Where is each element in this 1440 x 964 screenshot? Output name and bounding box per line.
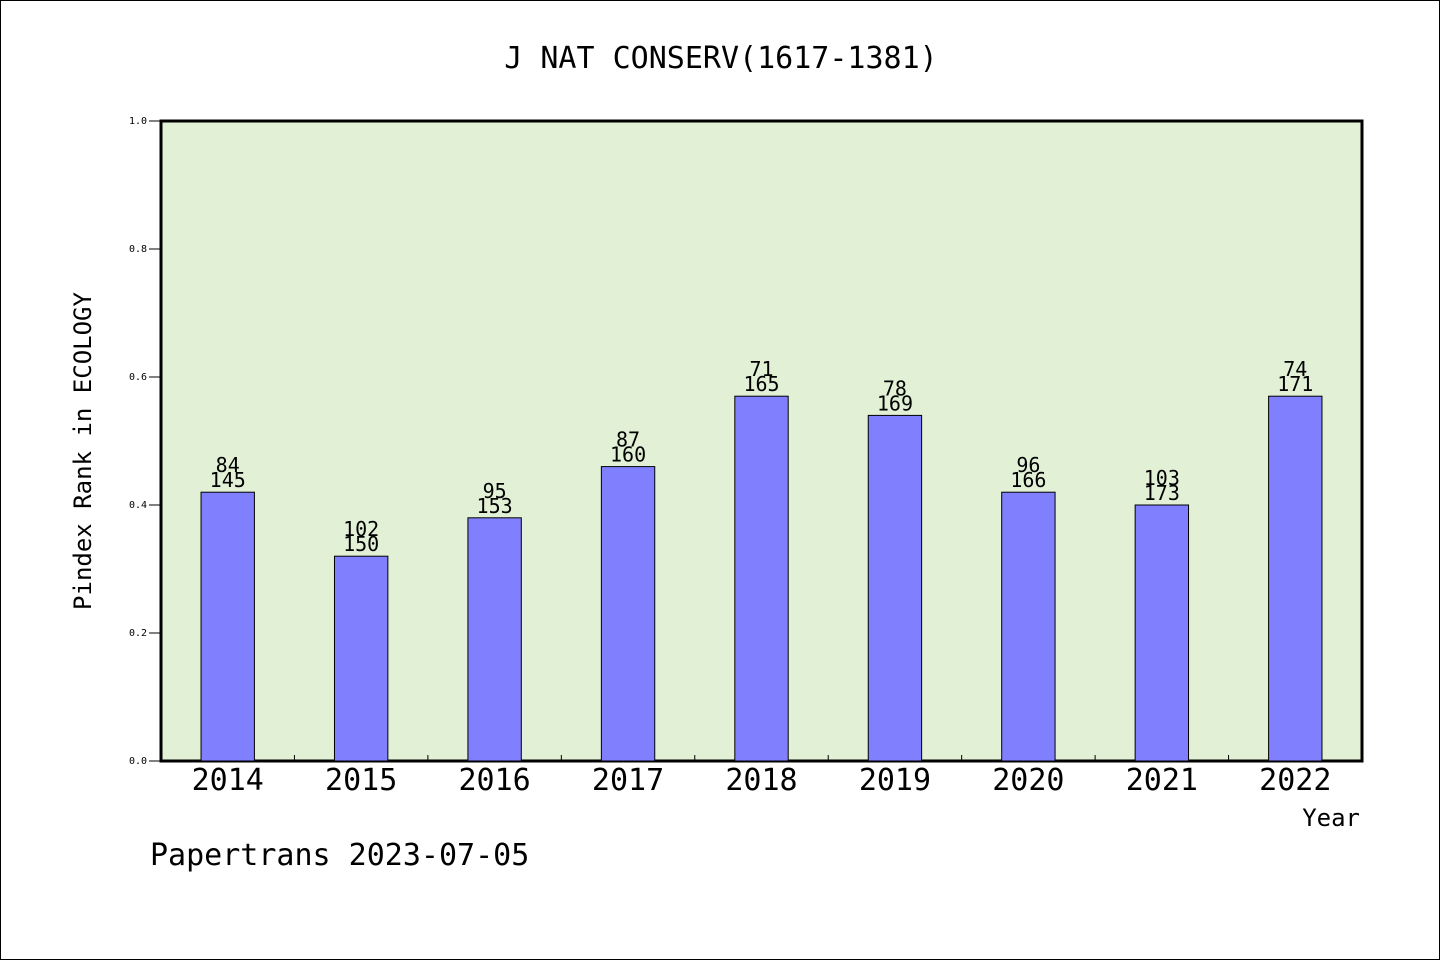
y-tick-label: 0.0	[129, 756, 147, 767]
x-tick-label: 2017	[592, 763, 664, 798]
bar	[333, 555, 389, 762]
chart-title: J NAT CONSERV(1617-1381)	[504, 41, 937, 76]
y-axis-label: Pindex Rank in ECOLOGY	[69, 292, 97, 610]
bar-label-bottom: 145	[210, 468, 246, 492]
bar	[734, 395, 789, 762]
bar	[867, 414, 923, 762]
bar	[1268, 395, 1323, 762]
bar-label-bottom: 153	[477, 494, 513, 518]
bar-label-top: 71	[749, 357, 773, 381]
y-axis: 0.0 0.2 0.4 0.6 0.8 1.0	[129, 116, 161, 767]
bar-label-top: 102	[343, 517, 379, 541]
bar-label-bottom: 166	[1010, 468, 1046, 492]
y-tick-label: 0.4	[129, 500, 147, 511]
bar-label-top: 78	[883, 376, 907, 400]
bar	[600, 466, 656, 762]
x-tick-label: 2022	[1259, 763, 1331, 798]
x-axis: 2014 2015 2016 2017 2018 2019 2020 2021 2022	[192, 755, 1331, 798]
bar-label-bottom: 169	[877, 391, 913, 415]
x-tick-label: 2019	[859, 763, 931, 798]
x-tick-label: 2020	[992, 763, 1064, 798]
y-tick-label: 1.0	[129, 116, 147, 127]
x-tick-label: 2016	[458, 763, 530, 798]
x-tick-label: 2018	[725, 763, 797, 798]
bar-label-top: 74	[1283, 357, 1307, 381]
bar	[1001, 491, 1056, 762]
x-tick-label: 2021	[1126, 763, 1198, 798]
bar	[200, 491, 255, 762]
x-tick-label: 2015	[325, 763, 397, 798]
bar-label-top: 96	[1016, 453, 1040, 477]
footer-text: Papertrans 2023-07-05	[150, 838, 529, 873]
bar-label-top: 87	[616, 428, 640, 452]
bar-label-top: 95	[483, 479, 507, 503]
bar-label-bottom: 171	[1277, 372, 1313, 396]
y-tick-label: 0.8	[129, 244, 147, 255]
bar	[1134, 504, 1190, 762]
y-tick-label: 0.6	[129, 372, 147, 383]
bar-label-top: 84	[216, 453, 240, 477]
bar	[467, 517, 522, 762]
bar-label-bottom: 150	[343, 532, 379, 556]
bar-label-top: 103	[1144, 466, 1180, 490]
x-tick-label: 2014	[192, 763, 264, 798]
bar-label-bottom: 165	[743, 372, 779, 396]
x-axis-label: Year	[1302, 804, 1360, 832]
bar-label-bottom: 173	[1144, 481, 1180, 505]
bar-label-bottom: 160	[610, 443, 646, 467]
y-tick-label: 0.2	[129, 628, 147, 639]
